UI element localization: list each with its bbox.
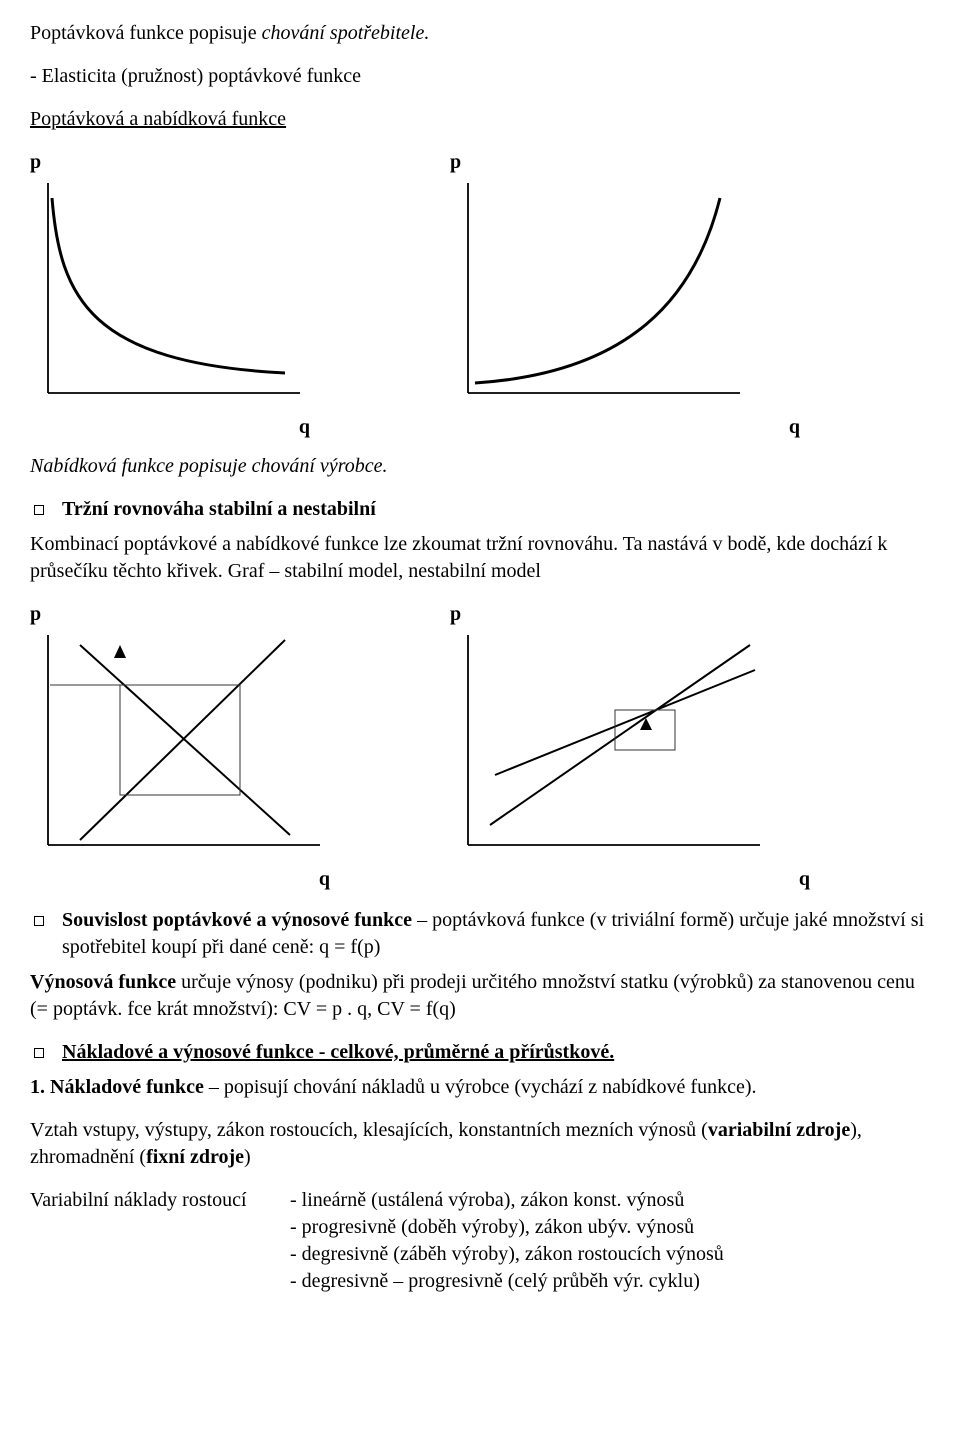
axis-label-p: p [450, 149, 750, 176]
axis-label-q: q [30, 414, 320, 441]
paragraph-demand-supply: Poptávková a nabídková funkce [30, 106, 930, 133]
text-italic: chování výrobce. [252, 455, 388, 477]
unstable-model-chart: p [450, 601, 770, 860]
text-bold: Souvislost poptávkové a výnosové funkce [62, 909, 417, 931]
bullet-text: Souvislost poptávkové a výnosové funkce … [62, 907, 930, 961]
text-italic: Nabídková funkce popisuje [30, 455, 252, 477]
paragraph-cost-functions: 1. Nákladové funkce – popisují chování n… [30, 1074, 930, 1101]
bullet-market-equilibrium: Tržní rovnováha stabilní a nestabilní [30, 496, 930, 523]
paragraph-supply-function: Nabídková funkce popisuje chování výrobc… [30, 453, 930, 480]
demand-curve-chart: p [30, 149, 310, 408]
bullet-demand-revenue: Souvislost poptávkové a výnosové funkce … [30, 907, 930, 961]
list-item: - degresivně – progresivně (celý průběh … [290, 1268, 930, 1295]
text: – popisují chování nákladů u výrobce (vy… [204, 1076, 757, 1098]
supply-curve-svg [450, 178, 750, 408]
axis-label-p: p [30, 601, 330, 628]
q-labels-row-2: q q [30, 866, 830, 893]
axis-label-q: q [340, 866, 820, 893]
axis-label-q: q [30, 866, 340, 893]
paragraph-demand-function: Poptávková funkce popisuje chování spotř… [30, 20, 930, 47]
variable-costs-label: Variabilní náklady rostoucí [30, 1187, 290, 1295]
text: ) [244, 1146, 251, 1168]
chart-row-1: p p [30, 149, 930, 408]
variable-costs-list: - lineárně (ustálená výroba), zákon kons… [290, 1187, 930, 1295]
list-item: - lineárně (ustálená výroba), zákon kons… [290, 1187, 930, 1214]
axis-label-q: q [320, 414, 810, 441]
q-labels-row-1: q q [30, 414, 810, 441]
variable-costs-block: Variabilní náklady rostoucí - lineárně (… [30, 1187, 930, 1295]
text-bold: 1. Nákladové funkce [30, 1076, 204, 1098]
chart-row-2: p p [30, 601, 930, 860]
axis-label-p: p [30, 149, 310, 176]
list-item: - degresivně (záběh výroby), zákon rosto… [290, 1241, 930, 1268]
stable-model-svg [30, 630, 330, 860]
text: Vztah vstupy, výstupy, zákon rostoucích,… [30, 1119, 708, 1141]
unstable-model-svg [450, 630, 770, 860]
text-bold: variabilní zdroje [708, 1119, 850, 1141]
demand-curve-svg [30, 178, 310, 408]
text-bold: Výnosová funkce [30, 971, 176, 993]
bullet-square-icon [30, 907, 62, 961]
supply-curve-chart: p [450, 149, 750, 408]
bullet-square-icon [30, 1039, 62, 1066]
paragraph-inputs-outputs: Vztah vstupy, výstupy, zákon rostoucích,… [30, 1117, 930, 1171]
bullet-text: Nákladové a výnosové funkce - celkové, p… [62, 1039, 930, 1066]
paragraph-elasticity: - Elasticita (pružnost) poptávkové funkc… [30, 63, 930, 90]
text-bold: fixní zdroje [146, 1146, 244, 1168]
page-content: Poptávková funkce popisuje chování spotř… [0, 0, 960, 1456]
list-item: - progresivně (doběh výroby), zákon ubýv… [290, 1214, 930, 1241]
axis-label-p: p [450, 601, 770, 628]
stable-model-chart: p [30, 601, 330, 860]
bullet-square-icon [30, 496, 62, 523]
text: Poptávková funkce popisuje [30, 22, 262, 44]
paragraph-equilibrium-desc: Kombinací poptávkové a nabídkové funkce … [30, 531, 930, 585]
paragraph-revenue-function: Výnosová funkce určuje výnosy (podniku) … [30, 969, 930, 1023]
text-italic: chování spotřebitele. [262, 22, 430, 44]
bullet-text: Tržní rovnováha stabilní a nestabilní [62, 496, 930, 523]
bullet-cost-revenue: Nákladové a výnosové funkce - celkové, p… [30, 1039, 930, 1066]
